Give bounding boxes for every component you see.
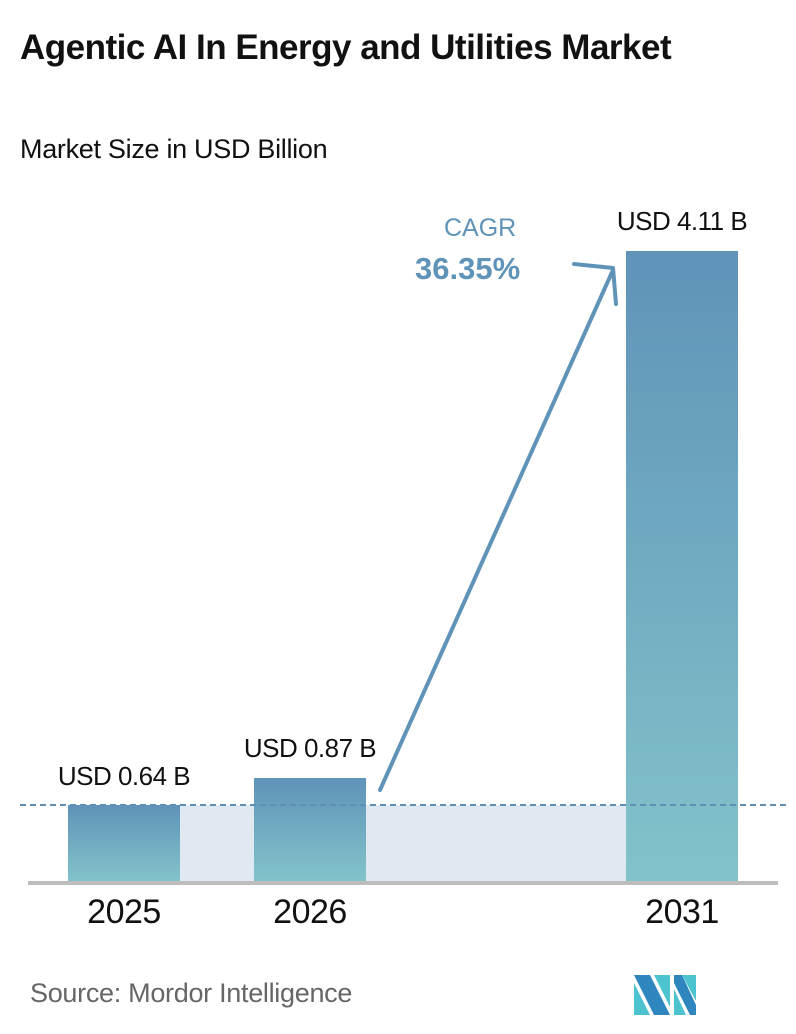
chart-title: Agentic AI In Energy and Utilities Marke… xyxy=(20,28,672,67)
x-label-2031: 2031 xyxy=(645,893,719,931)
x-label-2026: 2026 xyxy=(273,893,347,931)
x-label-2025: 2025 xyxy=(87,893,161,931)
bar-2031 xyxy=(626,251,738,881)
source-text: Source: Mordor Intelligence xyxy=(30,978,353,1008)
chart-subtitle: Market Size in USD Billion xyxy=(20,134,328,164)
cagr-value: 36.35% xyxy=(415,251,521,286)
reference-dashed-line xyxy=(20,804,786,806)
x-axis-line xyxy=(28,881,778,885)
bar-2026 xyxy=(254,778,366,881)
bar-2025 xyxy=(68,805,180,881)
value-label-2026: USD 0.87 B xyxy=(243,733,377,763)
cagr-label: CAGR xyxy=(444,214,517,242)
value-label-2031: USD 4.11 B xyxy=(616,206,748,236)
mordor-intelligence-logo-icon xyxy=(634,975,696,1015)
value-label-2025: USD 0.64 B xyxy=(57,761,191,791)
